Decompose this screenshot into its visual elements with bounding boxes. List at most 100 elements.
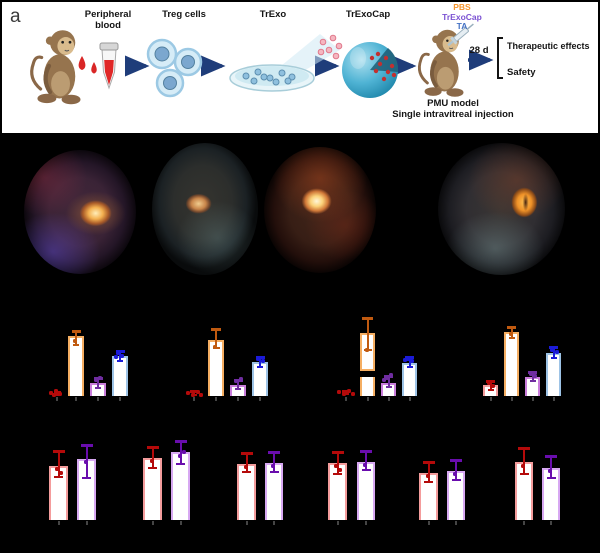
error-cap-r2c2: [146, 446, 159, 449]
data-point-r1c3: [382, 378, 386, 382]
error-cap-r2c4: [360, 450, 372, 453]
blood-drop-icon: [78, 56, 97, 74]
data-point-r2c1: [59, 471, 63, 475]
data-point-r2c3: [244, 465, 248, 469]
axis-tick-r2c3: [273, 521, 275, 525]
data-point-r2c4: [334, 464, 338, 468]
error-bar-r2c1: [57, 450, 60, 477]
error-cap-r1c4: [507, 326, 516, 329]
trexocap-capsule-icon: [342, 42, 399, 98]
error-mean-r1c3: [385, 385, 392, 388]
data-point-r1c4: [550, 348, 554, 352]
data-point-r1c2: [256, 357, 260, 361]
error-cap-r1c1: [71, 330, 81, 333]
axis-tick-r2c3: [245, 521, 248, 525]
outcome-therapeutic: Therapeutic effects: [507, 41, 590, 51]
axis-tick-r1c1: [56, 397, 58, 401]
error-mean-r1c1: [117, 359, 123, 362]
error-cap-r1c3: [342, 390, 350, 393]
axis-tick-r1c4: [510, 397, 513, 401]
error-bar-r1c4: [531, 371, 534, 381]
error-mean-r2c4: [333, 472, 342, 475]
error-cap-r1c3: [384, 375, 393, 378]
error-bar-r2c2: [179, 440, 182, 464]
error-mean-r2c3: [269, 470, 279, 473]
injection-label-ta: TA: [456, 21, 468, 31]
error-cap-r1c2: [211, 328, 221, 331]
data-point-r1c3: [337, 390, 341, 394]
data-point-r2c6: [548, 469, 552, 473]
error-cap-r1c2: [255, 356, 265, 359]
flow-arrow: [125, 49, 494, 77]
data-point-r1c3: [406, 357, 410, 361]
error-bar-r2c6: [523, 447, 525, 474]
data-point-r1c4: [487, 381, 491, 385]
data-point-r1c3: [342, 392, 346, 396]
data-point-r1c2: [261, 359, 265, 363]
error-cap-r2c6: [518, 447, 530, 450]
data-point-r1c2: [186, 391, 190, 395]
error-mean-r1c4: [487, 388, 494, 391]
data-point-r2c2: [178, 454, 182, 458]
error-bar-r1c3: [408, 356, 411, 367]
error-mean-r1c4: [508, 336, 515, 339]
error-bar-r1c3: [387, 375, 390, 387]
model-label-line2: Single intravitreal injection: [392, 109, 514, 120]
data-point-r1c3: [389, 373, 393, 377]
error-bar-r2c5: [427, 461, 430, 482]
error-bar-r1c2: [193, 390, 195, 395]
data-point-r1c1: [52, 393, 56, 397]
data-point-r2c3: [271, 464, 275, 468]
bar-blue-r1c1: [112, 356, 128, 396]
data-point-r1c3: [347, 389, 351, 393]
data-point-r1c1: [73, 339, 77, 343]
data-point-r2c2: [150, 459, 154, 463]
error-bar-r2c3: [273, 451, 275, 472]
error-bar-r1c4: [489, 380, 492, 390]
data-point-r1c4: [491, 384, 495, 388]
axis-tick-r2c6: [550, 521, 552, 525]
data-point-r2c6: [521, 464, 525, 468]
axis-tick-r2c2: [179, 521, 182, 525]
data-point-r2c2: [182, 450, 186, 454]
data-point-r1c1: [120, 354, 124, 358]
error-mean-r2c3: [242, 470, 251, 473]
data-point-r2c5: [453, 472, 457, 476]
injection-label-pbs: PBS: [453, 2, 471, 12]
error-bar-r2c3: [245, 452, 248, 472]
error-mean-r1c2: [235, 387, 241, 390]
axis-tick-r1c4: [489, 397, 492, 401]
injection-label-trexocap: TrExoCap: [442, 11, 482, 22]
error-cap-r1c4: [486, 380, 495, 383]
error-bar-r1c1: [119, 350, 121, 361]
treg-cells-icon: [146, 38, 203, 98]
data-point-r1c3: [403, 358, 407, 362]
data-point-r1c2: [191, 393, 195, 397]
error-cap-r2c1: [80, 444, 93, 447]
error-cap-r1c2: [190, 390, 198, 393]
error-mean-r1c4: [529, 379, 536, 382]
error-cap-r2c1: [52, 450, 65, 453]
schematic-illustration: [2, 23, 503, 133]
error-bar-r1c3: [366, 317, 369, 350]
axis-tick-r2c1: [85, 521, 88, 525]
error-bar-r1c2: [237, 379, 239, 389]
axis-tick-r1c4: [531, 397, 534, 401]
error-mean-r2c1: [82, 476, 91, 479]
data-point-r1c1: [58, 392, 62, 396]
axis-tick-r1c4: [552, 397, 555, 401]
data-point-r1c4: [529, 372, 533, 376]
error-cap-r2c5: [422, 461, 435, 464]
data-point-r1c2: [239, 377, 243, 381]
data-point-r2c4: [363, 463, 367, 467]
bar-orange-r1c3: [360, 377, 375, 396]
panel-a-schematic: a: [2, 2, 598, 133]
error-cap-r2c3: [240, 452, 253, 455]
error-bar-r1c2: [215, 328, 217, 348]
axis-tick-r2c6: [523, 521, 525, 525]
error-cap-r1c4: [528, 371, 537, 374]
data-point-r1c1: [116, 351, 120, 355]
error-mean-r1c1: [73, 343, 79, 346]
